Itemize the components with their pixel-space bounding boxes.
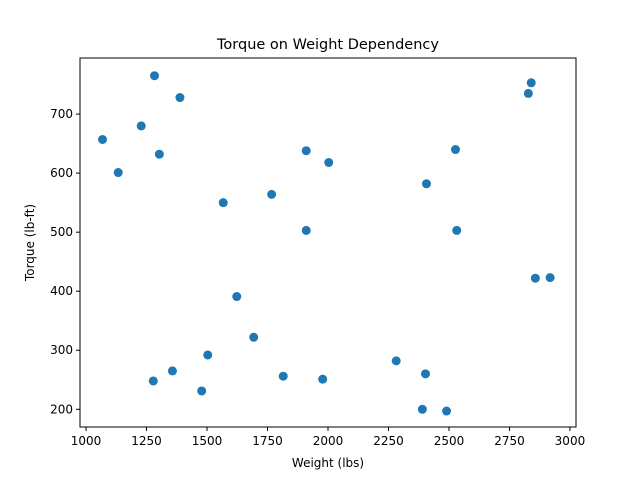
data-point-1	[98, 134, 107, 144]
x-tick-label: 1750	[252, 434, 283, 448]
y-tick-label: 700	[50, 107, 73, 121]
x-tick-label: 1000	[71, 434, 102, 448]
x-tick-label: 1250	[131, 434, 162, 448]
y-axis-label: Torque (lb-ft)	[23, 204, 37, 282]
data-point-3	[136, 121, 146, 131]
data-point-4	[150, 71, 160, 81]
x-tick-label: 2750	[494, 434, 525, 448]
y-axis-ticks: 200 300 400 500 600 700	[50, 107, 80, 416]
chart-title: Torque on Weight Dependency	[216, 37, 439, 53]
data-points	[98, 71, 555, 416]
data-point-23	[148, 376, 158, 386]
data-point-19	[232, 292, 242, 302]
data-point-27	[391, 356, 401, 366]
x-tick-label: 2500	[434, 434, 465, 448]
y-tick-label: 200	[50, 402, 73, 416]
data-point-10	[324, 158, 334, 167]
x-tick-label: 3000	[555, 434, 586, 448]
data-point-7	[218, 198, 228, 208]
data-point-20	[249, 332, 259, 342]
data-point-16	[526, 78, 536, 88]
data-point-24	[197, 386, 207, 396]
data-point-6	[175, 93, 185, 103]
x-tick-label: 2000	[313, 434, 344, 448]
data-point-13	[451, 145, 461, 155]
data-point-11	[301, 225, 311, 235]
data-point-15	[523, 88, 533, 98]
data-point-12	[421, 179, 431, 189]
y-tick-label: 400	[50, 284, 73, 298]
y-tick-label: 600	[50, 166, 73, 180]
x-axis-label: Weight (lbs)	[292, 456, 364, 470]
y-tick-label: 300	[50, 343, 73, 357]
data-point-21	[203, 350, 213, 360]
data-point-2	[113, 168, 123, 178]
data-point-9	[301, 146, 311, 156]
data-point-26	[318, 374, 328, 384]
x-tick-label: 1500	[192, 434, 223, 448]
data-point-22	[167, 366, 177, 376]
data-point-17	[530, 273, 540, 283]
data-point-29	[417, 404, 427, 414]
plot-frame	[79, 57, 577, 428]
x-tick-label: 2250	[373, 434, 404, 448]
data-point-14	[452, 225, 462, 235]
y-tick-label: 500	[50, 225, 73, 239]
x-axis-ticks: 1000 1250 1500 1750 2000 2250 2500 2750 3000	[71, 427, 585, 448]
data-point-30	[442, 406, 452, 416]
data-point-28	[421, 369, 431, 379]
data-point-8	[267, 189, 277, 199]
data-point-5	[154, 149, 164, 159]
data-point-25	[278, 371, 288, 381]
data-point-18	[545, 273, 555, 283]
